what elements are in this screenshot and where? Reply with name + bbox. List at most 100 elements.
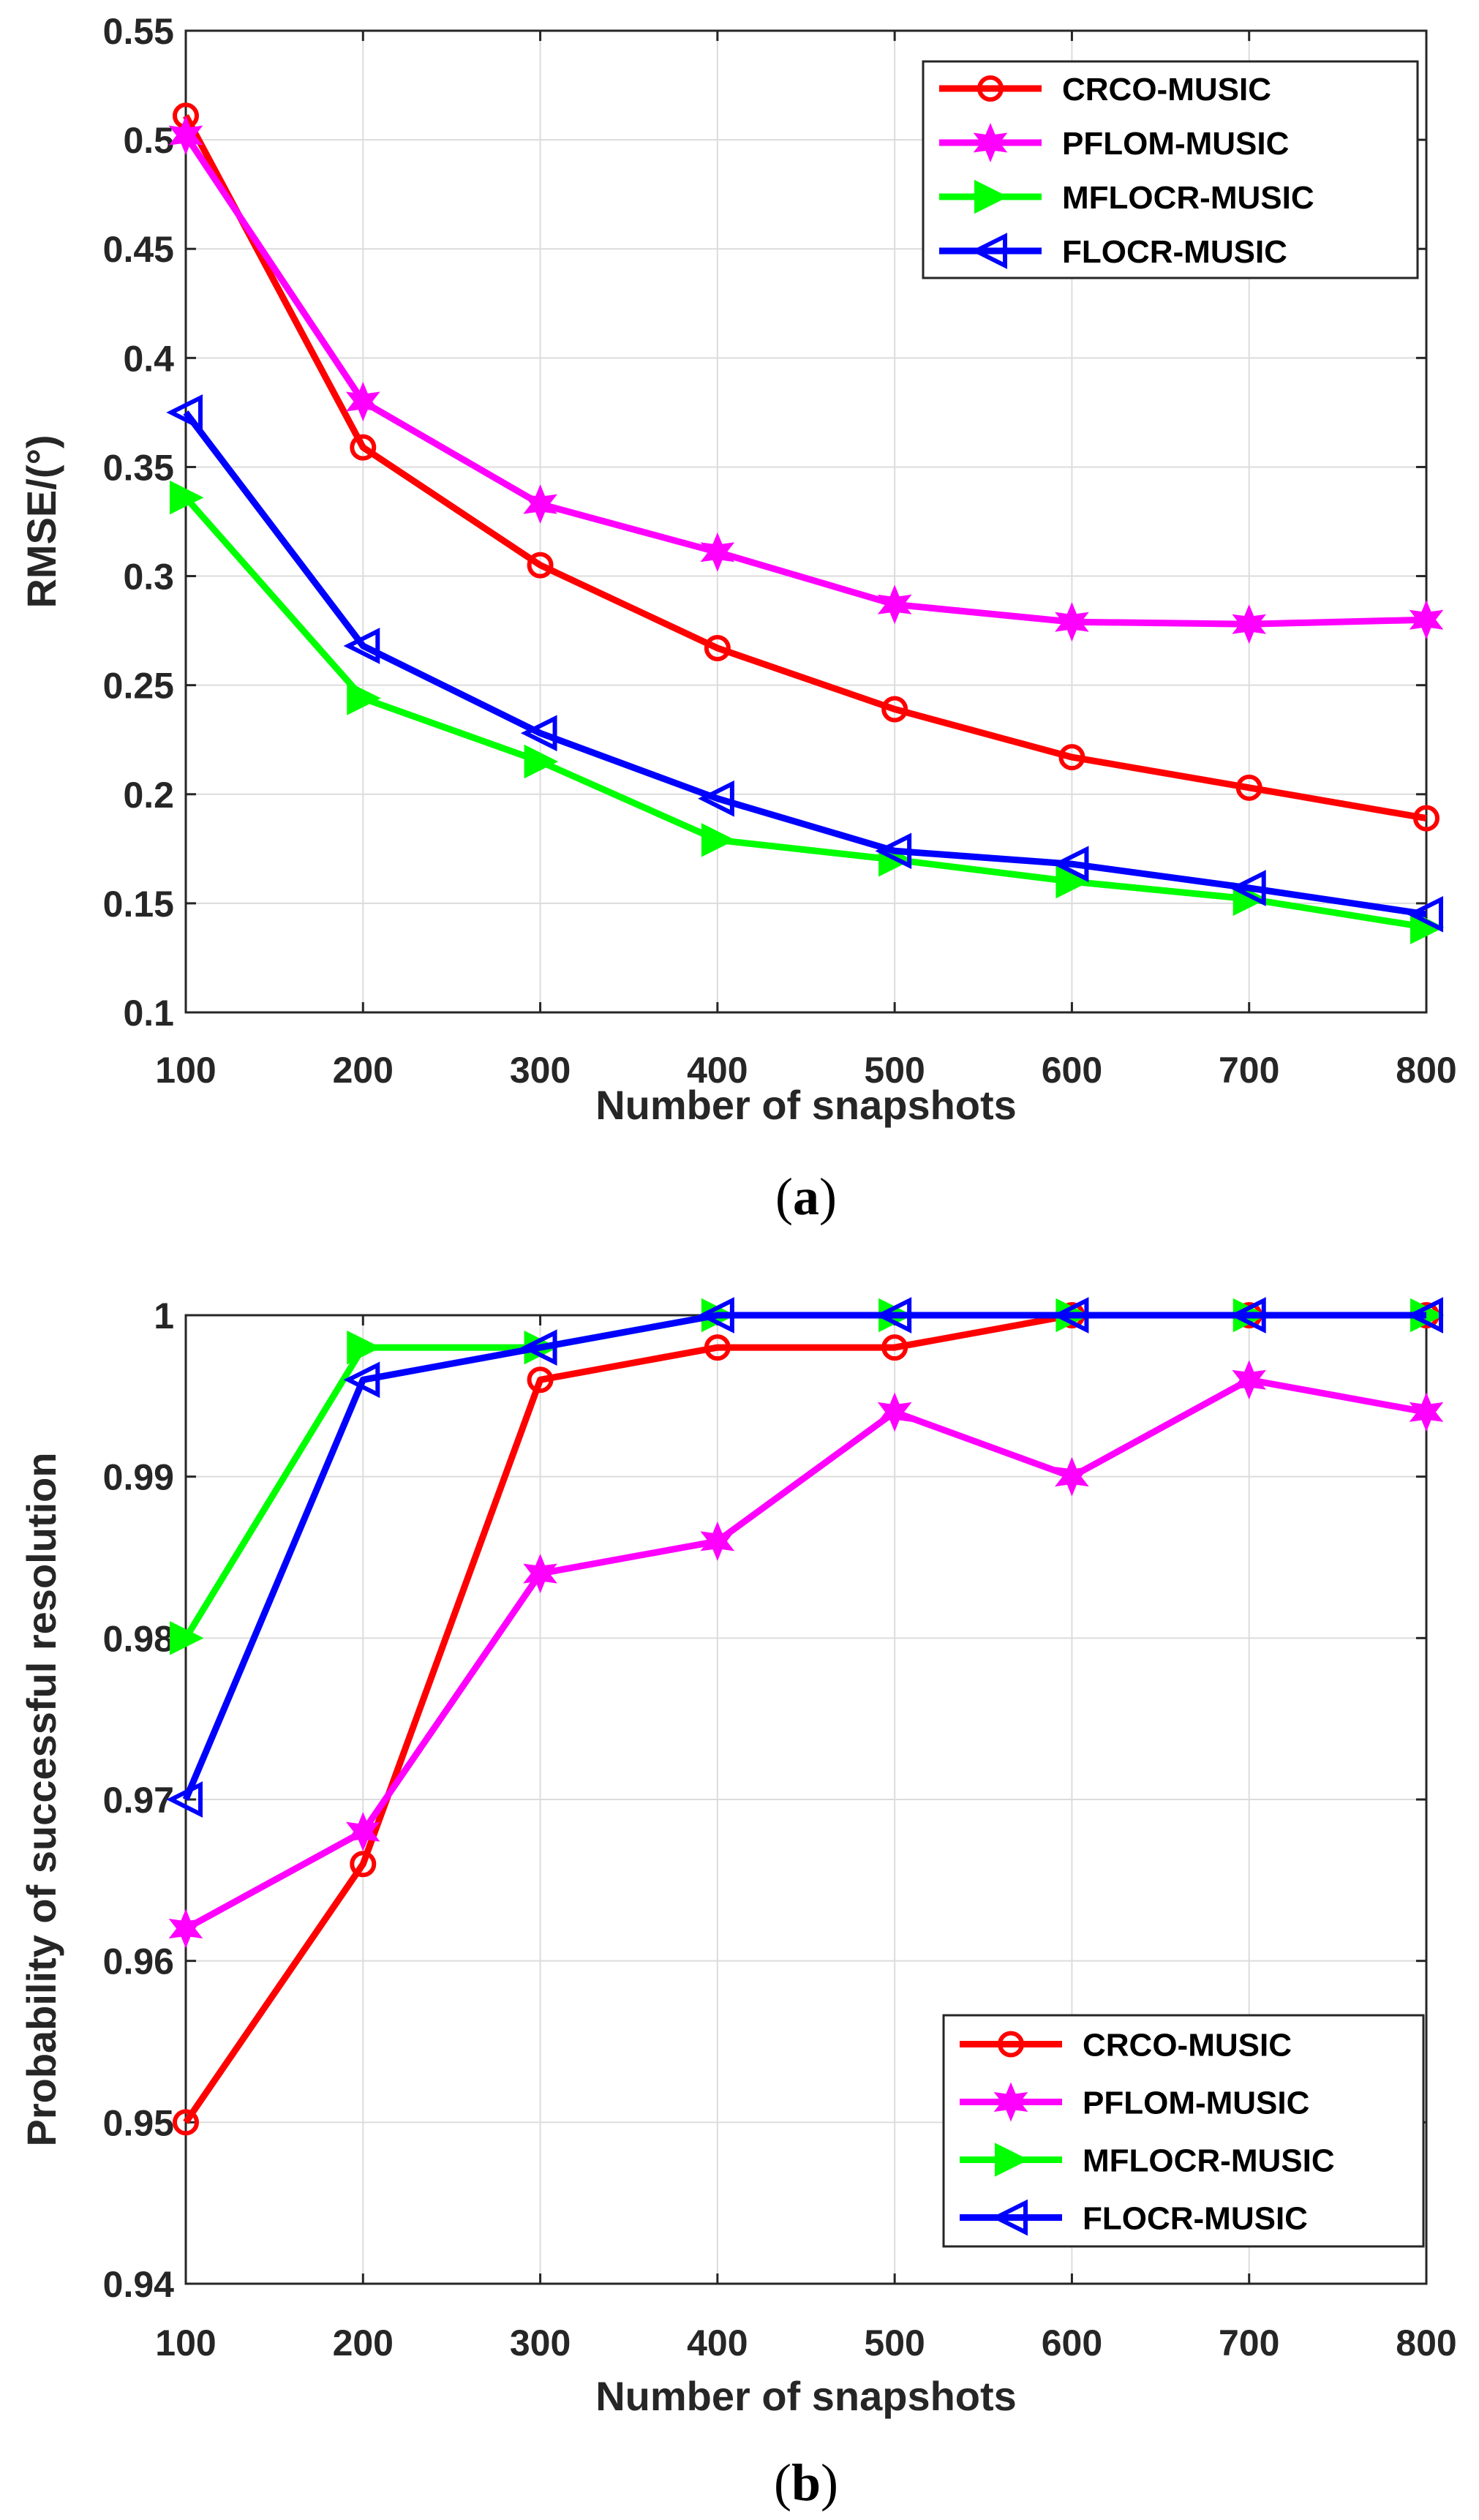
data-point [875, 832, 912, 870]
data-point [166, 1781, 203, 1818]
figure-caption: (b) [774, 2453, 838, 2512]
data-point [345, 382, 380, 421]
y-axis-ticks: 0.1 0.15 0.2 0.25 0.3 0.35 0.4 0.45 0.5 0.55 [103, 11, 1426, 1034]
chart-b: 100 200 300 400 500 600 700 800 0.94 0.95 0.96 0.97… [18, 1295, 1457, 2512]
x-tick-label: 800 [1396, 1050, 1456, 1091]
data-point [1058, 744, 1085, 771]
series-pflom-music [168, 1360, 1444, 1949]
x-tick-label: 700 [1219, 2322, 1279, 2363]
data-point [343, 628, 380, 664]
series-line [183, 133, 1427, 628]
legend: CRCO-MUSIC PFLOM-MUSIC MFLOCR-MUSIC FLOCR-M… [922, 60, 1419, 279]
legend-marker [998, 2031, 1024, 2058]
x-tick-label: 800 [1396, 2322, 1456, 2363]
data-point [1052, 1297, 1089, 1334]
x-tick-label: 500 [864, 1050, 925, 1091]
y-tick-label: 0.25 [103, 666, 174, 707]
data-point [166, 394, 203, 431]
legend-item: CRCO-MUSIC [939, 72, 1271, 108]
legend-label: FLOCR-MUSIC [1062, 234, 1287, 270]
y-tick-label: 0.15 [103, 884, 174, 925]
y-tick-label: 0.5 [123, 120, 174, 161]
x-tick-label: 400 [687, 2322, 748, 2363]
x-axis-label: Number of snapshots [595, 1082, 1017, 1128]
series-line [183, 410, 1427, 918]
y-tick-label: 0.45 [103, 229, 174, 270]
data-point [523, 484, 557, 524]
y-tick-label: 0.4 [123, 338, 174, 379]
data-point [877, 584, 912, 625]
data-point [345, 1812, 380, 1852]
data-point [701, 823, 736, 857]
y-tick-label: 0.55 [103, 11, 174, 52]
legend-item: PFLOM-MUSIC [960, 2082, 1309, 2122]
data-point [877, 1392, 912, 1432]
x-tick-label: 100 [155, 1050, 216, 1091]
data-point [1413, 805, 1440, 832]
data-point [350, 434, 377, 461]
data-point [698, 780, 734, 817]
data-point [698, 1297, 734, 1334]
x-tick-label: 200 [333, 1050, 394, 1091]
data-point [1407, 1297, 1443, 1334]
data-point [527, 1366, 554, 1393]
x-tick-label: 500 [864, 2322, 925, 2363]
data-point [524, 744, 559, 779]
legend-marker [977, 75, 1004, 102]
legend-marker [993, 2082, 1028, 2122]
series-line [183, 495, 1427, 931]
y-tick-label: 0.94 [103, 2264, 175, 2305]
legend-label: PFLOM-MUSIC [1062, 126, 1289, 162]
series-flocr-music [166, 394, 1443, 933]
data-point [1055, 1456, 1089, 1497]
y-tick-label: 0.2 [123, 775, 174, 816]
data-point [350, 1851, 377, 1878]
caption-letter: b [791, 2453, 821, 2512]
data-point [700, 1521, 735, 1561]
legend-label: MFLOCR-MUSIC [1062, 180, 1314, 216]
data-point [343, 1361, 380, 1399]
x-tick-label: 100 [155, 2322, 216, 2363]
caption-open-paren: ( [774, 2453, 791, 2512]
y-tick-label: 0.3 [123, 557, 174, 598]
series-line [184, 1376, 1427, 1932]
legend-marker [971, 233, 1007, 269]
x-tick-label: 600 [1042, 2322, 1102, 2363]
data-point [520, 1329, 557, 1366]
y-tick-label: 1 [154, 1295, 174, 1336]
legend: CRCO-MUSIC PFLOM-MUSIC MFLOCR-MUSIC FLOCR-M… [942, 2014, 1425, 2248]
caption-close-paren: ) [821, 2453, 838, 2512]
data-point [1052, 846, 1089, 883]
caption-open-paren: ( [775, 1167, 793, 1226]
axes-box [184, 29, 1428, 1014]
series-line [183, 114, 1427, 822]
figure-caption: (a) [775, 1167, 837, 1226]
x-tick-label: 200 [333, 2322, 394, 2363]
data-point [875, 1297, 912, 1334]
data-point [1409, 600, 1444, 640]
y-axis-ticks: 0.94 0.95 0.96 0.97 0.98 0.99 1 [103, 1295, 1426, 2305]
data-point [1409, 1392, 1444, 1432]
y-tick-label: 0.35 [103, 447, 174, 488]
y-tick-label: 0.99 [103, 1457, 174, 1498]
data-point [170, 480, 204, 515]
data-point [704, 1334, 731, 1361]
x-tick-label: 700 [1219, 1050, 1279, 1091]
data-point [168, 1908, 203, 1949]
y-tick-label: 0.98 [103, 1618, 174, 1659]
legend-item: FLOCR-MUSIC [939, 233, 1287, 270]
legend-item: FLOCR-MUSIC [960, 2199, 1308, 2237]
legend-marker [995, 2143, 1029, 2177]
series-pflom-music [168, 116, 1444, 644]
legend-item: MFLOCR-MUSIC [960, 2143, 1335, 2179]
data-point [704, 634, 731, 661]
x-axis-ticks: 100 200 300 400 500 600 700 800 [155, 31, 1457, 1091]
legend-marker [974, 179, 1009, 214]
legend-label: PFLOM-MUSIC [1083, 2085, 1309, 2121]
data-point [520, 715, 557, 752]
x-axis-label: Number of snapshots [595, 2373, 1017, 2419]
x-tick-label: 300 [510, 2322, 571, 2363]
data-point [168, 116, 203, 156]
series-flocr-music [166, 1297, 1443, 1818]
data-point [523, 1554, 557, 1594]
